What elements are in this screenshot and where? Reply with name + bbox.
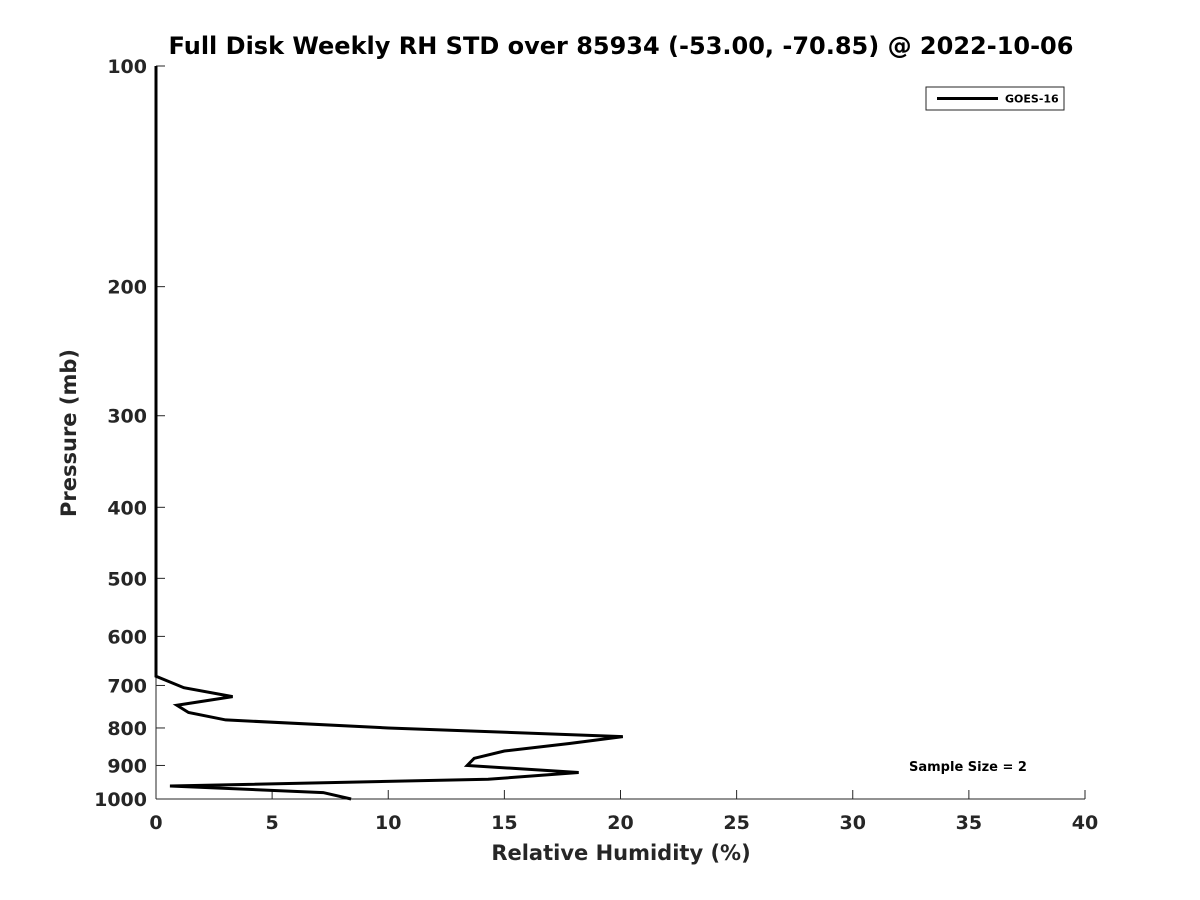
y-tick-label: 600 <box>107 626 147 648</box>
x-tick-label: 15 <box>491 812 517 834</box>
y-tick-label: 100 <box>107 56 147 78</box>
x-tick-label: 30 <box>840 812 866 834</box>
x-tick-label: 5 <box>266 812 279 834</box>
plot-area <box>154 66 624 801</box>
x-tick-label: 20 <box>607 812 633 834</box>
y-tick-label: 900 <box>107 755 147 777</box>
legend-label: GOES-16 <box>1005 93 1059 106</box>
y-tick-label: 300 <box>107 406 147 428</box>
x-tick-label: 25 <box>723 812 749 834</box>
y-tick-label: 800 <box>107 718 147 740</box>
y-tick-label: 400 <box>107 497 147 519</box>
y-tick-label: 500 <box>107 568 147 590</box>
x-tick-label: 0 <box>149 812 162 834</box>
x-tick-label: 10 <box>375 812 401 834</box>
axes: 0 5 10 15 20 25 30 35 40 100 200 300 400 500 600 700 800… <box>94 56 1098 834</box>
x-axis-label: Relative Humidity (%) <box>491 841 750 865</box>
y-tick-label: 200 <box>107 277 147 299</box>
chart-title: Full Disk Weekly RH STD over 85934 (-53.… <box>169 32 1074 60</box>
x-tick-label: 40 <box>1072 812 1098 834</box>
series-line-goes-16 <box>154 66 624 801</box>
legend: GOES-16 <box>925 86 1065 111</box>
sample-size-annotation: Sample Size = 2 <box>909 760 1027 775</box>
x-tick-label: 35 <box>956 812 982 834</box>
y-tick-label: 700 <box>107 675 147 697</box>
y-axis-label: Pressure (mb) <box>57 349 81 517</box>
y-tick-label: 1000 <box>94 789 147 811</box>
